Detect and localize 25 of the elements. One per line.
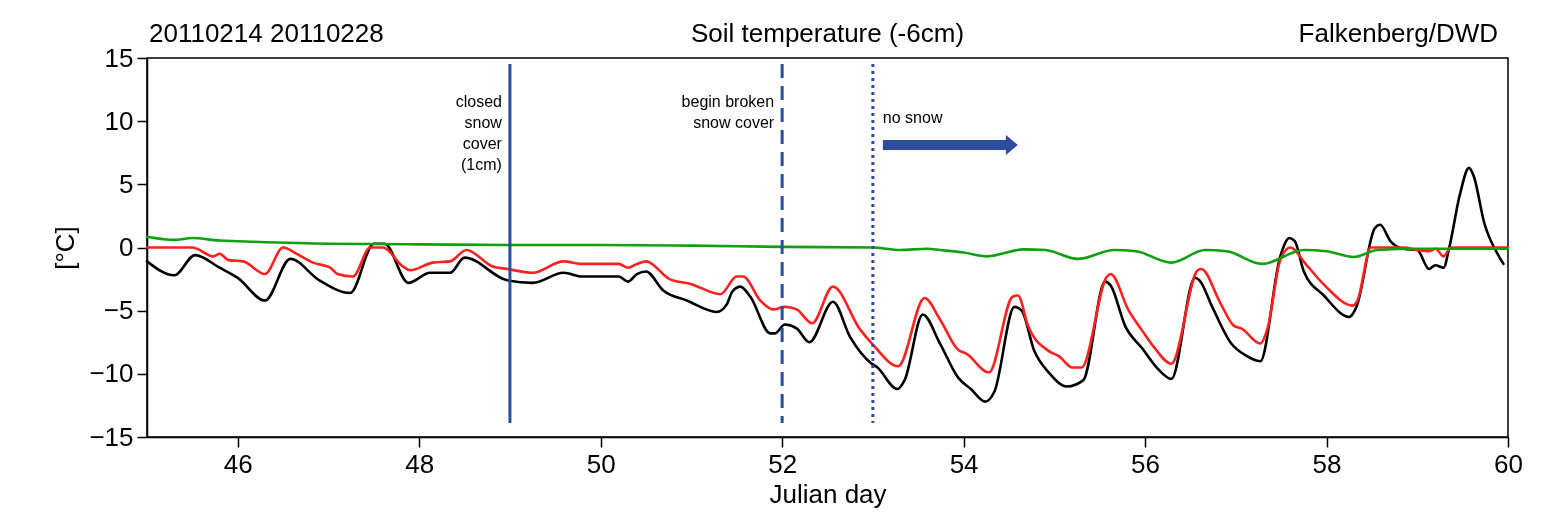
y-tick-label: 0 [119,232,134,262]
x-tick-label: 56 [1131,448,1161,479]
x-tick-label: 46 [223,448,253,479]
line-series [145,246,1510,374]
chart-title: Soil temperature (-6cm) [690,18,965,48]
x-tick-label: 50 [586,448,616,479]
y-tick-label: −15 [89,421,134,452]
text: Falkenberg/DWD [1298,18,1498,48]
x-tick-label: 48 [405,448,435,479]
y-tick-label: 5 [119,168,134,199]
x-axis-title: Julian day [769,478,887,509]
y-tick-label: 15 [104,42,134,73]
ref-line-label: no snow [882,109,943,126]
y-tick-label: −10 [89,358,134,389]
y-tick-label: 10 [104,105,134,136]
x-tick-label: 58 [1312,448,1342,479]
ref-line-label: closed snow cover (1cm) [455,93,503,173]
x-tick-label: 60 [1494,448,1523,479]
y-axis-title: [°C] [50,226,81,270]
ref-line-label: begin broken snow cover [681,93,775,131]
text: 20110214 20110228 [149,18,384,48]
x-tick-label: 52 [768,448,798,479]
line-series [145,235,1510,266]
y-tick-label: −5 [103,295,134,326]
x-tick-label: 54 [949,448,979,479]
